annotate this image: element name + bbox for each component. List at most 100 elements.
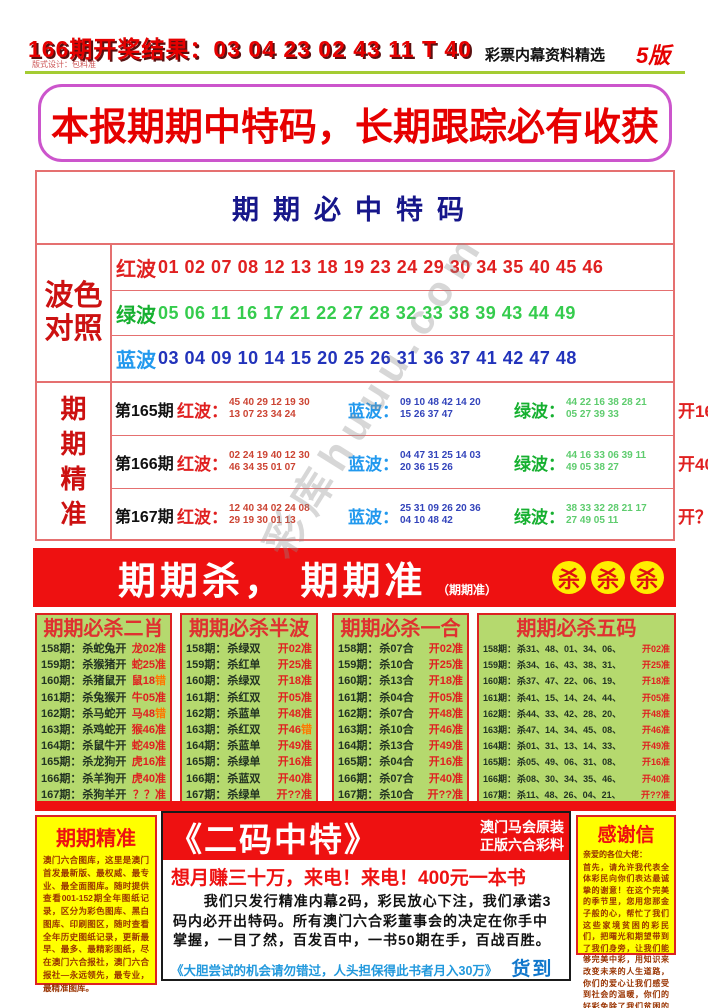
kill-column-fivecodes: 期期必杀五码 158期： 杀31、48、01、34、06、 开02准 159期：… bbox=[477, 613, 676, 806]
kill-column-title: 期期必杀半波 bbox=[189, 618, 309, 640]
period-label: 第165期 bbox=[115, 403, 174, 420]
kill-row: 161期： 杀红双 开05准 bbox=[186, 690, 312, 706]
kill-row: 158期： 杀31、48、01、34、06、 开02准 bbox=[483, 641, 670, 657]
kill-number: 开25 bbox=[428, 659, 452, 672]
kill-badge: 杀 bbox=[591, 561, 625, 594]
period: 163期： bbox=[483, 725, 517, 736]
green-wave-numbers: 05 06 11 16 17 21 22 27 28 32 33 38 39 4… bbox=[158, 302, 576, 323]
kill-row: 167期： 杀狗羊开 ？？准 bbox=[41, 787, 166, 803]
period: 158期： bbox=[483, 644, 517, 654]
kill-result: 开25准 bbox=[429, 657, 463, 673]
kill-body: 杀狗羊开 bbox=[82, 788, 127, 801]
kill-column-zodiac: 期期必杀二肖 158期： 杀蛇兔开 龙02准 159期： 杀猴猪开 蛇25准 1… bbox=[35, 613, 172, 806]
period: 161期： bbox=[186, 691, 227, 704]
kill-row: 158期： 杀绿双 开02准 bbox=[186, 641, 312, 657]
kill-row: 164期： 杀鼠牛开 蛇49准 bbox=[41, 738, 166, 754]
kill-row: 162期： 杀07合 开48准 bbox=[338, 706, 463, 722]
accurate-row: 第166期 红波： 02 24 19 40 12 30 46 34 35 01 … bbox=[112, 436, 708, 489]
kill-badges: 杀杀杀 bbox=[552, 561, 664, 594]
kill-body: 杀31、48、01、34、06、 bbox=[517, 644, 622, 654]
kill-body: 杀鼠牛开 bbox=[82, 740, 127, 753]
kill-body: 杀红双 bbox=[227, 691, 261, 704]
kill-result: 开02准 bbox=[278, 641, 312, 657]
verdict: 错 bbox=[155, 707, 166, 720]
kill-row: 166期： 杀蓝双 开40准 bbox=[186, 771, 312, 787]
green-numbers-line1: 44 22 16 38 28 21 bbox=[566, 396, 647, 408]
verdict: 准 bbox=[660, 789, 670, 800]
kill-body: 杀龙狗开 bbox=[82, 756, 127, 769]
verdict: 错 bbox=[301, 724, 312, 737]
kill-row: 158期： 杀蛇兔开 龙02准 bbox=[41, 641, 166, 657]
verdict: 准 bbox=[155, 772, 166, 785]
period: 166期： bbox=[41, 772, 82, 785]
kill-result: 开16准 bbox=[278, 754, 312, 770]
blue-wave-label: 蓝波： bbox=[348, 454, 399, 474]
kill-body: 杀马蛇开 bbox=[82, 707, 127, 720]
verdict: 准 bbox=[660, 725, 670, 736]
kill-body: 杀04合 bbox=[379, 756, 414, 769]
period: 162期： bbox=[186, 707, 227, 720]
kill-number: 开?? bbox=[276, 788, 301, 801]
kill-number: 开46 bbox=[641, 725, 661, 736]
kill-row: 162期： 杀马蛇开 马48错 bbox=[41, 706, 166, 722]
wave-color-section: 波色 对照 红波 01 02 07 08 12 13 18 19 23 24 2… bbox=[37, 245, 673, 383]
blue-numbers-line1: 09 10 48 42 14 20 bbox=[400, 396, 481, 408]
period: 160期： bbox=[186, 675, 227, 688]
kill-result: 开??准 bbox=[641, 787, 670, 803]
kill-row: 164期： 杀蓝单 开49准 bbox=[186, 738, 312, 754]
period: 160期： bbox=[483, 676, 517, 687]
green-wave-label: 绿波： bbox=[514, 507, 565, 527]
kill-body: 杀兔猴开 bbox=[82, 691, 127, 704]
kill-body: 杀37、47、22、06、19、 bbox=[517, 676, 622, 687]
kill-body: 杀绿单 bbox=[227, 788, 261, 801]
kill-result: ？？准 bbox=[133, 787, 166, 803]
period: 162期： bbox=[41, 707, 82, 720]
verdict: 准 bbox=[452, 691, 463, 704]
period: 159期： bbox=[41, 659, 82, 672]
kill-row: 161期： 杀41、15、14、24、44、 开05准 bbox=[483, 690, 670, 706]
red-wave-numbers: 12 40 34 02 24 08 29 19 30 01 13 bbox=[229, 503, 346, 528]
kill-number: 开02 bbox=[428, 643, 452, 655]
red-wave-label: 红波： bbox=[177, 401, 228, 421]
kill-body: 杀绿双 bbox=[227, 643, 261, 655]
kill-number: 开46 bbox=[428, 724, 452, 737]
kill-result: 鼠18错 bbox=[132, 673, 166, 689]
kill-result: 开05准 bbox=[278, 690, 312, 706]
blue-wave-row: 蓝波 03 04 09 10 14 15 20 25 26 31 36 37 4… bbox=[112, 336, 673, 381]
kill-result: 开??准 bbox=[277, 787, 312, 803]
kill-number: 开18 bbox=[428, 675, 452, 688]
accurate-label-char: 期 bbox=[60, 393, 87, 424]
accurate-row: 第167期 红波： 12 40 34 02 24 08 29 19 30 01 … bbox=[112, 489, 708, 541]
kill-body: 杀47、14、34、45、08、 bbox=[517, 725, 622, 736]
accurate-section: 期 期 精 准 第165期 红波： 45 40 29 12 19 30 13 0… bbox=[37, 383, 708, 541]
kill-number: 猴46 bbox=[131, 724, 155, 737]
wave-color-label-line2: 对照 bbox=[44, 313, 103, 345]
red-numbers-line2: 13 07 23 34 24 bbox=[229, 409, 296, 420]
verdict: 准 bbox=[452, 740, 463, 753]
kill-body: 杀鸡蛇开 bbox=[82, 724, 127, 737]
verdict: 准 bbox=[452, 756, 463, 769]
verdict: 准 bbox=[301, 740, 312, 753]
red-wave-numbers: 01 02 07 08 12 13 18 19 23 24 29 30 34 3… bbox=[158, 256, 604, 277]
kill-body: 杀红单 bbox=[227, 659, 261, 672]
kill-body: 杀04合 bbox=[379, 691, 414, 704]
kill-number: 开?? bbox=[427, 788, 452, 801]
kill-result: 开49准 bbox=[278, 738, 312, 754]
kill-body: 杀01、31、13、14、33、 bbox=[517, 741, 622, 752]
kill-body: 杀猴猪开 bbox=[82, 659, 127, 672]
kill-row: 166期： 杀07合 开40准 bbox=[338, 771, 463, 787]
kill-number: 虎16 bbox=[131, 756, 155, 769]
kill-result: 开16准 bbox=[429, 754, 463, 770]
green-numbers-line2: 27 49 05 11 bbox=[566, 515, 619, 526]
green-numbers-line2: 05 27 39 33 bbox=[566, 409, 619, 420]
kill-number: 开25 bbox=[277, 659, 301, 672]
green-wave-label: 绿波： bbox=[514, 401, 565, 421]
center-ad-box: 《二码中特》 澳门马会原装 正版六合彩料 想月赚三十万，来电！来电！400元一本… bbox=[161, 811, 571, 981]
kill-column-rows: 158期： 杀蛇兔开 龙02准 159期： 杀猴猪开 蛇25准 160期： 杀猪… bbox=[41, 641, 166, 803]
kill-banner-text-group: 期期杀， 期期准 （期期准） bbox=[33, 550, 552, 605]
red-wave-numbers: 02 24 19 40 12 30 46 34 35 01 07 bbox=[229, 450, 346, 475]
kill-row: 165期： 杀绿单 开16准 bbox=[186, 754, 312, 770]
kill-row: 167期： 杀10合 开??准 bbox=[338, 787, 463, 803]
kill-badge: 杀 bbox=[552, 561, 586, 594]
kill-body: 杀07合 bbox=[379, 707, 414, 720]
